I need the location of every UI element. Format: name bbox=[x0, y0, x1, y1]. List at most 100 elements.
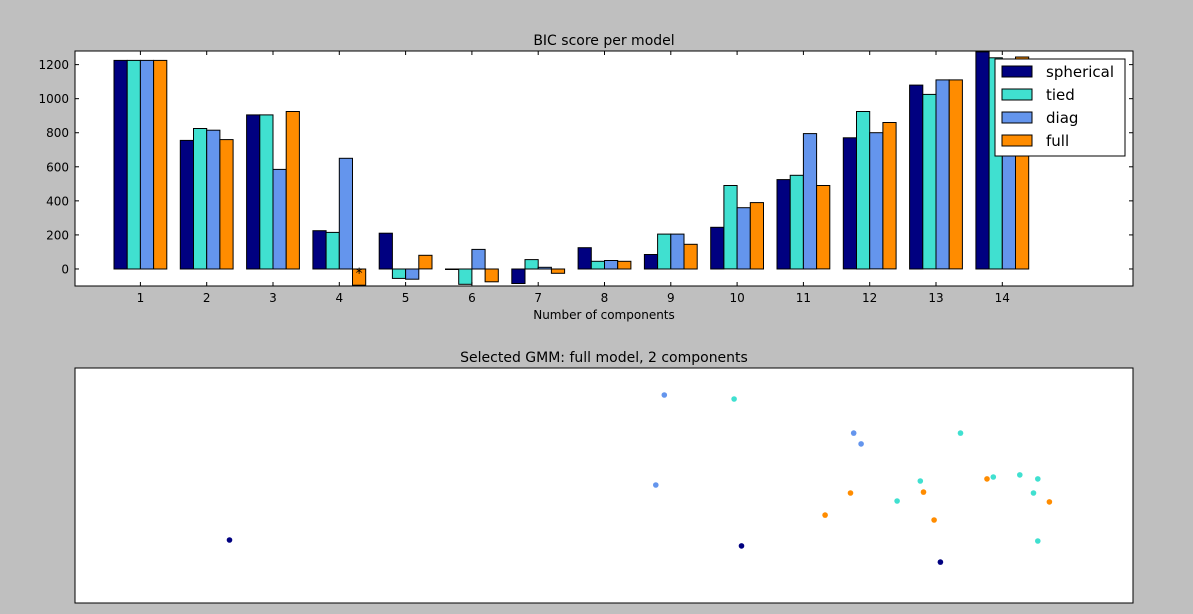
bar-full-1 bbox=[153, 59, 168, 270]
y-tick-label: 800 bbox=[46, 126, 69, 140]
scatter-point bbox=[1046, 499, 1053, 505]
bar-spherical-11 bbox=[776, 179, 791, 270]
legend-label-full: full bbox=[1046, 132, 1069, 150]
x-tick-label: 11 bbox=[796, 291, 811, 305]
legend-label-diag: diag bbox=[1046, 109, 1078, 127]
bic-bars: * bbox=[113, 51, 1030, 286]
bar-full-9 bbox=[683, 243, 698, 270]
x-tick-label: 13 bbox=[928, 291, 943, 305]
gmm-chart-title: Selected GMM: full model, 2 components bbox=[460, 350, 748, 366]
y-tick-label: 0 bbox=[61, 262, 69, 276]
x-tick-label: 3 bbox=[269, 291, 277, 305]
scatter-point bbox=[1017, 472, 1023, 478]
scatter-point bbox=[1035, 538, 1041, 544]
bic-x-axis-label: Number of components bbox=[533, 308, 675, 322]
bar-tied-13 bbox=[922, 93, 937, 270]
bar-full-5 bbox=[418, 254, 433, 270]
legend-label-tied: tied bbox=[1046, 86, 1075, 104]
bar-full-13 bbox=[948, 79, 963, 270]
bar-spherical-12 bbox=[842, 137, 857, 270]
legend-swatch-diag bbox=[1001, 111, 1033, 124]
y-tick-label: 1200 bbox=[38, 58, 69, 72]
scatter-point bbox=[850, 430, 857, 436]
scatter-point bbox=[226, 537, 233, 543]
bar-tied-8 bbox=[590, 260, 605, 270]
scatter-point bbox=[931, 517, 937, 523]
bar-spherical-10 bbox=[710, 226, 725, 270]
gmm-scatter-chart: Selected GMM: full model, 2 components bbox=[74, 350, 1134, 604]
bar-diag-8 bbox=[604, 260, 619, 270]
legend-swatch-full bbox=[1001, 134, 1033, 147]
bar-tied-3 bbox=[259, 114, 274, 270]
scatter-point bbox=[990, 474, 997, 480]
bar-diag-12 bbox=[869, 132, 884, 270]
bar-spherical-14 bbox=[975, 51, 990, 270]
bic-chart-title: BIC score per model bbox=[533, 33, 674, 49]
legend-label-spherical: spherical bbox=[1046, 63, 1114, 81]
legend-swatch-spherical bbox=[1001, 65, 1033, 78]
y-tick-label: 1000 bbox=[38, 92, 69, 106]
bar-diag-7 bbox=[537, 266, 552, 270]
bar-spherical-1 bbox=[113, 59, 128, 270]
bic-x-ticks: 1 2 3 4 5 6 7 8 9 10 11 12 13 14 bbox=[137, 51, 1010, 305]
bar-diag-2 bbox=[206, 129, 221, 270]
bar-diag-9 bbox=[670, 233, 685, 270]
scatter-point bbox=[937, 559, 944, 565]
scatter-point bbox=[822, 512, 828, 518]
bar-diag-6 bbox=[471, 248, 486, 270]
x-tick-label: 1 bbox=[137, 291, 145, 305]
bar-spherical-3 bbox=[246, 114, 261, 270]
bar-tied-12 bbox=[856, 111, 871, 270]
scatter-point bbox=[738, 543, 745, 549]
bar-full-6 bbox=[484, 268, 499, 283]
bar-spherical-13 bbox=[909, 84, 924, 270]
x-tick-label: 10 bbox=[729, 291, 744, 305]
y-tick-label: 400 bbox=[46, 194, 69, 208]
x-tick-label: 9 bbox=[667, 291, 675, 305]
y-tick-label: 600 bbox=[46, 160, 69, 174]
x-tick-label: 12 bbox=[862, 291, 877, 305]
scatter-point bbox=[894, 498, 900, 504]
bar-tied-6 bbox=[458, 268, 473, 285]
x-tick-label: 7 bbox=[534, 291, 542, 305]
bar-spherical-7 bbox=[511, 268, 526, 284]
bar-full-2 bbox=[219, 139, 234, 270]
bic-legend: spherical tied diag full bbox=[994, 58, 1126, 157]
bar-spherical-9 bbox=[643, 254, 659, 270]
bar-full-11 bbox=[816, 185, 831, 270]
bar-full-10 bbox=[749, 202, 764, 270]
bar-tied-11 bbox=[789, 174, 804, 270]
y-tick-label: 200 bbox=[46, 228, 69, 242]
bar-full-3 bbox=[285, 111, 300, 270]
bar-spherical-2 bbox=[179, 139, 195, 270]
bar-tied-4 bbox=[325, 231, 340, 270]
x-tick-label: 4 bbox=[335, 291, 343, 305]
bar-diag-3 bbox=[272, 168, 287, 270]
scatter-point bbox=[1035, 476, 1041, 482]
bar-spherical-5 bbox=[378, 232, 393, 270]
best-model-marker: * bbox=[356, 266, 363, 282]
gmm-points bbox=[226, 392, 1053, 565]
bic-plot-frame bbox=[74, 50, 1134, 287]
bar-spherical-4 bbox=[312, 230, 327, 270]
bar-tied-10 bbox=[723, 185, 738, 270]
scatter-point bbox=[984, 476, 990, 482]
bar-full-12 bbox=[882, 122, 897, 270]
bic-bar-chart: BIC score per model * 0 200 400 600 800 1000 1… bbox=[38, 33, 1134, 322]
bar-spherical-6 bbox=[445, 268, 460, 270]
scatter-point bbox=[920, 489, 927, 495]
bic-plot-area bbox=[75, 51, 1133, 286]
scatter-point bbox=[1030, 490, 1037, 496]
bar-diag-10 bbox=[736, 207, 751, 270]
scatter-point bbox=[653, 482, 659, 488]
gmm-plot-area bbox=[75, 368, 1133, 603]
scatter-point bbox=[847, 490, 854, 496]
bar-full-4 bbox=[352, 268, 367, 286]
scatter-point bbox=[661, 392, 668, 398]
bic-y-ticks: 0 200 400 600 800 1000 1200 bbox=[38, 58, 1133, 276]
bar-diag-1 bbox=[139, 59, 155, 270]
x-tick-label: 14 bbox=[995, 291, 1010, 305]
bar-tied-1 bbox=[126, 59, 141, 270]
bar-full-7 bbox=[550, 268, 566, 274]
